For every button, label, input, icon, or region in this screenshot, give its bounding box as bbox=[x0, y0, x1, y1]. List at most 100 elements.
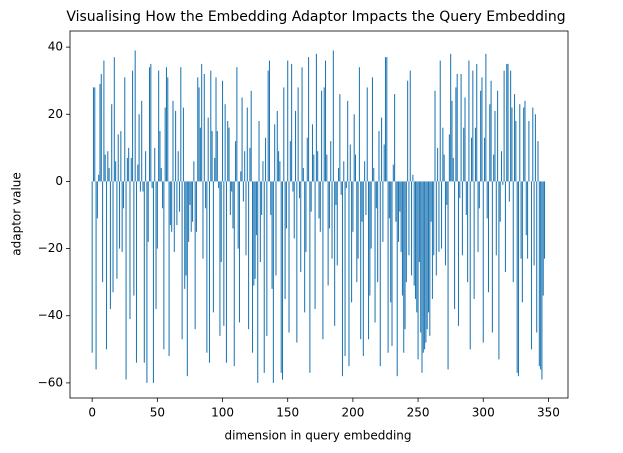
bar bbox=[498, 181, 500, 360]
bar bbox=[375, 181, 377, 209]
bar bbox=[104, 154, 106, 182]
bar bbox=[493, 154, 495, 182]
bar bbox=[124, 77, 126, 182]
bar bbox=[244, 151, 246, 182]
bar bbox=[452, 157, 454, 182]
bar bbox=[133, 181, 135, 296]
bar bbox=[357, 181, 359, 259]
bar bbox=[266, 181, 268, 336]
bar bbox=[108, 167, 110, 182]
bar bbox=[434, 90, 436, 182]
x-tick-label: 250 bbox=[407, 406, 430, 420]
bar bbox=[386, 57, 388, 182]
bar bbox=[214, 157, 216, 182]
bar bbox=[424, 181, 426, 350]
bar bbox=[283, 87, 285, 182]
bar bbox=[139, 181, 141, 192]
bar bbox=[173, 181, 175, 252]
bar bbox=[185, 181, 187, 276]
bar bbox=[456, 73, 458, 182]
bar bbox=[534, 114, 536, 182]
bar bbox=[146, 181, 148, 383]
bar bbox=[401, 181, 403, 296]
bar bbox=[420, 181, 422, 333]
bar bbox=[235, 141, 237, 182]
bar bbox=[521, 181, 523, 303]
bar bbox=[392, 164, 394, 182]
bar bbox=[422, 181, 424, 353]
bar bbox=[201, 63, 203, 182]
bar bbox=[293, 181, 295, 239]
bar bbox=[98, 174, 100, 182]
bar bbox=[485, 53, 487, 182]
bar bbox=[107, 151, 109, 182]
x-axis-label: dimension in query embedding bbox=[224, 429, 411, 443]
bar bbox=[467, 181, 469, 283]
bar bbox=[348, 181, 350, 367]
bar bbox=[189, 181, 191, 205]
bar bbox=[413, 181, 415, 286]
bar bbox=[338, 167, 340, 182]
bar bbox=[335, 181, 337, 205]
bar bbox=[499, 181, 501, 222]
bar bbox=[220, 181, 222, 263]
bar bbox=[438, 181, 440, 252]
bar bbox=[206, 181, 208, 353]
bar bbox=[336, 181, 338, 266]
bar bbox=[435, 181, 437, 276]
bar bbox=[195, 181, 197, 232]
bar bbox=[391, 181, 393, 346]
bar bbox=[137, 164, 139, 182]
bar bbox=[459, 181, 461, 199]
bar bbox=[542, 181, 544, 296]
bar bbox=[91, 181, 93, 353]
bar bbox=[250, 90, 252, 182]
bar bbox=[507, 63, 509, 182]
bar bbox=[186, 181, 188, 377]
x-tick-label: 150 bbox=[276, 406, 299, 420]
bar bbox=[409, 70, 411, 182]
bar bbox=[497, 90, 499, 182]
bar bbox=[354, 154, 357, 182]
bar bbox=[528, 120, 530, 182]
bar bbox=[227, 120, 229, 182]
axes-frame bbox=[69, 30, 569, 399]
bar bbox=[366, 87, 368, 182]
bar bbox=[271, 181, 273, 289]
bar bbox=[298, 181, 300, 199]
bar bbox=[487, 181, 489, 293]
bar bbox=[482, 181, 484, 343]
bar bbox=[229, 181, 231, 216]
bar bbox=[249, 147, 251, 182]
bar bbox=[149, 67, 151, 182]
bar bbox=[430, 181, 432, 222]
bar bbox=[327, 181, 329, 286]
bar bbox=[426, 181, 428, 330]
bar bbox=[361, 181, 363, 222]
bar bbox=[446, 181, 448, 205]
bar bbox=[381, 117, 383, 182]
bar bbox=[180, 67, 182, 182]
bar bbox=[444, 181, 446, 266]
bar bbox=[169, 181, 171, 226]
bar bbox=[537, 141, 539, 182]
bar bbox=[450, 53, 452, 182]
bar bbox=[160, 167, 162, 182]
bar bbox=[414, 181, 416, 299]
bar bbox=[356, 181, 358, 283]
bar bbox=[126, 157, 128, 182]
bar bbox=[491, 181, 493, 333]
bar bbox=[297, 87, 299, 182]
bar bbox=[202, 181, 204, 259]
bar bbox=[199, 127, 201, 182]
bar bbox=[443, 154, 445, 182]
bar bbox=[469, 181, 471, 350]
bar bbox=[258, 120, 260, 182]
bar bbox=[128, 147, 130, 182]
bar bbox=[130, 157, 132, 182]
bar bbox=[395, 181, 397, 222]
bar bbox=[225, 181, 227, 363]
bar bbox=[474, 127, 476, 182]
bar bbox=[511, 107, 513, 182]
bar bbox=[481, 77, 483, 182]
